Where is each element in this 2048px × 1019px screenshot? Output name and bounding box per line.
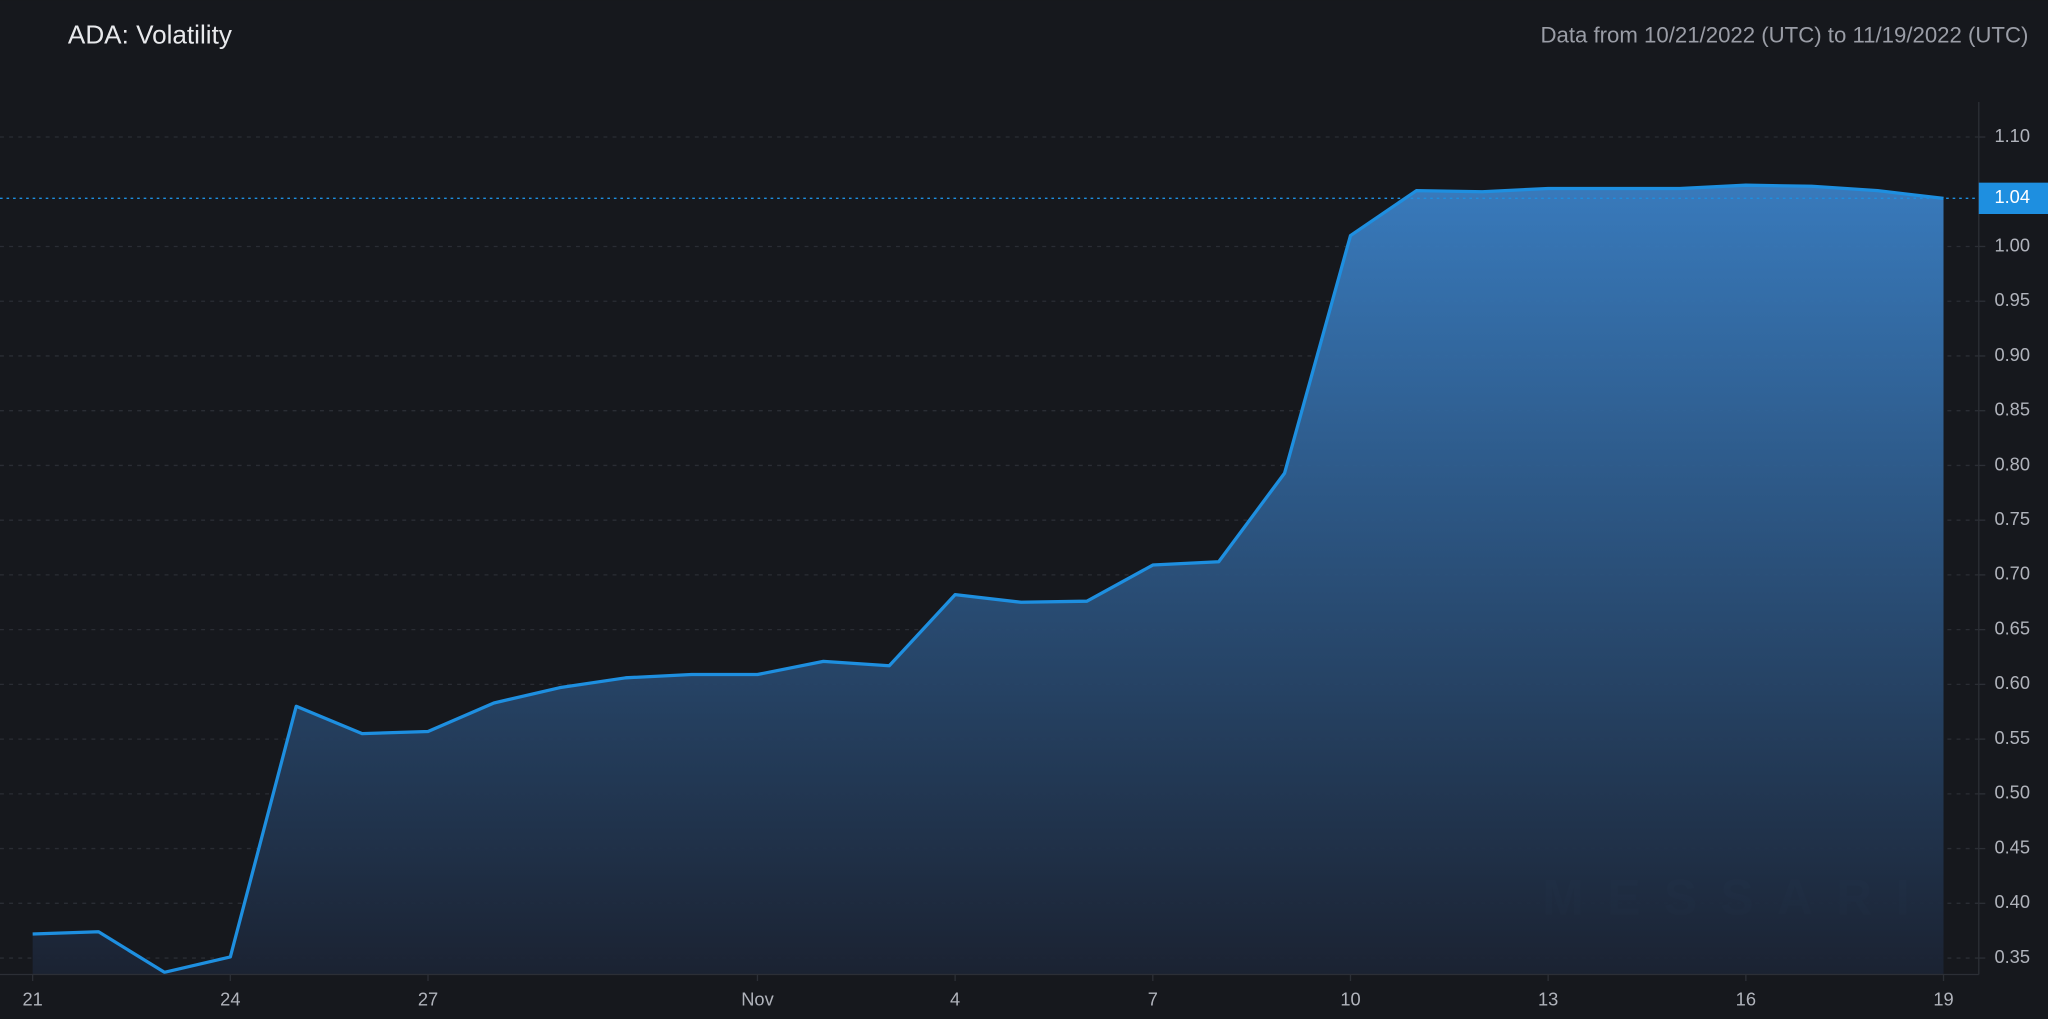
- line: [32, 183, 1944, 974]
- y-tick-label: 0.85: [1994, 399, 2030, 420]
- y-tick-label: 0.35: [1994, 946, 2030, 967]
- x-tick-label: 4: [950, 988, 960, 1009]
- area-fill: [32, 185, 1944, 975]
- chart-subtitle: Data from 10/21/2022 (UTC) to 11/19/2022…: [1540, 23, 2028, 48]
- x-tick-label: 19: [1933, 988, 1953, 1009]
- x-tick-label: Nov: [741, 988, 774, 1009]
- x-tick-label: 10: [1340, 988, 1360, 1009]
- y-tick-label: 0.45: [1994, 836, 2030, 857]
- x-tick-label: 24: [220, 988, 240, 1009]
- y-tick-label: 0.50: [1994, 782, 2030, 803]
- last-value-box: [1978, 182, 2048, 214]
- y-tick-label: 0.95: [1994, 289, 2030, 310]
- x-tick-label: 7: [1148, 988, 1158, 1009]
- y-tick-label: 1.00: [1994, 234, 2030, 255]
- y-tick-label: 0.75: [1994, 508, 2030, 529]
- chart-title: ADA: Volatility: [68, 20, 232, 50]
- y-tick-label: 0.55: [1994, 727, 2030, 748]
- x-tick-label: 21: [22, 988, 42, 1009]
- y-tick-label: 0.60: [1994, 672, 2030, 693]
- y-tick-label: 0.40: [1994, 891, 2030, 912]
- last-value-label: 1.04: [1994, 186, 2030, 207]
- x-tick-label: 13: [1538, 988, 1558, 1009]
- y-tick-label: 0.70: [1994, 563, 2030, 584]
- x-tick-label: 27: [418, 988, 438, 1009]
- y-tick-label: 0.65: [1994, 617, 2030, 638]
- y-tick-label: 0.90: [1994, 344, 2030, 365]
- y-tick-label: 1.10: [1994, 125, 2030, 146]
- y-tick-label: 0.80: [1994, 453, 2030, 474]
- x-tick-label: 16: [1736, 988, 1756, 1009]
